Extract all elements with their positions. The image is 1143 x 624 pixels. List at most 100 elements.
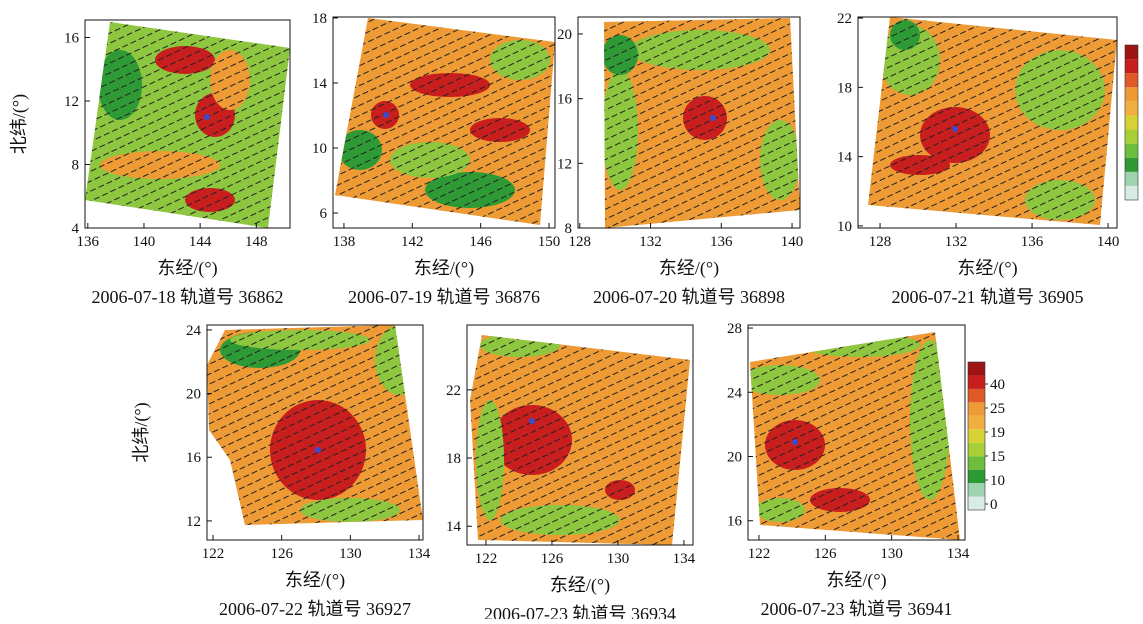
y-tick-label: 14	[446, 519, 462, 535]
wind-vectors	[470, 335, 690, 545]
colorbar-frame	[967, 361, 986, 511]
x-tick-label: 136	[1021, 234, 1044, 250]
colorbar-segment	[1125, 185, 1138, 200]
panel: 128 132 136 140 8 12 16 20 东经/(°) 2006-07-20 轨道号 …	[557, 16, 804, 307]
x-tick-label: 136	[77, 234, 100, 250]
colorbar-segment	[968, 362, 985, 376]
panel-caption: 2006-07-23 轨道号 36941	[761, 599, 953, 619]
panel: 136 140 144 148 4 8 12 16 东经/(°) 2006-07-18 轨道号 3…	[9, 19, 291, 307]
plot-frame	[332, 16, 556, 229]
panel-caption: 2006-07-18 轨道号 36862	[92, 287, 284, 307]
y-tick-label: 16	[186, 450, 202, 466]
colorbar-frame	[1124, 44, 1139, 201]
panel-caption: 2006-07-21 轨道号 36905	[892, 287, 1084, 307]
colorbar-label: 40	[990, 377, 1005, 393]
y-tick-label: 22	[837, 11, 852, 27]
colorbar-label: 19	[990, 425, 1005, 441]
colorbar-segment	[1125, 143, 1138, 158]
y-tick-label: 16	[727, 514, 743, 530]
typhoon-center	[529, 418, 535, 424]
colorbar-segment	[1125, 129, 1138, 144]
colorbar-segment	[968, 442, 985, 457]
x-tick-label: 134	[947, 546, 970, 562]
y-tick-label: 12	[64, 94, 79, 110]
y-tick-label: 24	[186, 323, 202, 339]
wind-vectors	[85, 22, 290, 228]
typhoon-center	[952, 126, 958, 132]
colorbar-segment	[1125, 73, 1138, 88]
wind-vectors	[335, 18, 555, 225]
y-tick-label: 22	[446, 383, 461, 399]
y-tick-label: 18	[446, 451, 461, 467]
x-tick-label: 142	[401, 234, 424, 250]
colorbar-label: 25	[990, 401, 1005, 417]
colorbar-label: 10	[990, 473, 1005, 489]
panel-caption: 2006-07-20 轨道号 36898	[593, 287, 785, 307]
x-tick-label: 126	[814, 546, 837, 562]
colorbar-segment	[968, 496, 985, 510]
colorbar-label: 15	[990, 449, 1005, 465]
colorbar-segment	[968, 429, 985, 443]
x-tick-label: 134	[673, 551, 696, 567]
x-axis-label: 东经/(°)	[414, 258, 474, 279]
plot-frame	[206, 324, 424, 541]
colorbar-segment	[1125, 59, 1138, 74]
typhoon-center	[315, 447, 321, 453]
x-tick-label: 132	[945, 234, 968, 250]
x-tick-label: 122	[475, 551, 498, 567]
colorbar-segment	[968, 402, 985, 416]
wind-vectors	[207, 325, 423, 525]
x-axis-label: 东经/(°)	[550, 575, 610, 596]
colorbar-segment	[968, 375, 985, 389]
x-tick-label: 136	[710, 234, 733, 250]
panel: 122 126 130 134 14 18 22 东经/(°) 2006-07-23 轨道号 3…	[446, 324, 696, 624]
panel: 122 126 130 134 12 16 20 24 东经/(°) 2006-07-22 轨道号…	[131, 323, 431, 619]
colorbar-segment	[968, 469, 985, 484]
y-tick-label: 18	[837, 80, 852, 96]
x-axis-label: 东经/(°)	[659, 258, 719, 279]
y-tick-label: 16	[64, 30, 80, 46]
panel: 128 132 136 140 10 14 18 22 东经/(°) 2006-07-21 轨道号…	[837, 11, 1119, 307]
typhoon-center	[710, 115, 716, 121]
y-axis-label: 北纬/(°)	[131, 402, 152, 462]
colorbar-segment	[968, 388, 985, 403]
plot-frame	[577, 16, 801, 229]
x-tick-label: 130	[339, 546, 362, 562]
y-axis-label: 北纬/(°)	[9, 94, 30, 154]
y-tick-label: 8	[72, 157, 80, 173]
y-tick-label: 12	[186, 514, 201, 530]
x-tick-label: 138	[333, 234, 356, 250]
y-tick-label: 20	[727, 450, 742, 466]
y-tick-label: 20	[186, 387, 201, 403]
x-tick-label: 128	[569, 234, 592, 250]
x-tick-label: 122	[748, 546, 771, 562]
colorbar-segment	[1125, 157, 1138, 172]
panel-caption: 2006-07-22 轨道号 36927	[219, 599, 411, 619]
x-tick-label: 122	[202, 546, 225, 562]
y-tick-label: 14	[312, 76, 328, 92]
y-tick-label: 12	[557, 156, 572, 172]
wind-vectors	[868, 17, 1117, 225]
y-tick-label: 28	[727, 321, 742, 337]
panel: 138 142 146 150 6 10 14 18 东经/(°) 2006-07-19 轨道号 …	[312, 11, 560, 307]
x-tick-label: 140	[781, 234, 804, 250]
x-axis-label: 东经/(°)	[285, 570, 345, 591]
colorbar-segment	[1125, 87, 1138, 102]
typhoon-center	[383, 112, 389, 118]
y-tick-label: 24	[727, 385, 743, 401]
wind-vectors	[750, 332, 960, 540]
x-tick-label: 140	[133, 234, 156, 250]
typhoon-center	[792, 439, 798, 445]
plot-frame	[747, 324, 966, 541]
y-tick-label: 4	[72, 221, 80, 237]
plot-frame	[466, 324, 694, 546]
panel-caption: 2006-07-23 轨道号 36934	[484, 604, 676, 619]
x-tick-label: 148	[245, 234, 268, 250]
x-axis-label: 东经/(°)	[826, 570, 886, 591]
y-tick-label: 20	[557, 27, 572, 43]
y-tick-label: 18	[312, 11, 327, 27]
colorbar-segment	[1125, 45, 1138, 60]
x-tick-label: 126	[541, 551, 564, 567]
y-tick-label: 14	[837, 150, 853, 166]
